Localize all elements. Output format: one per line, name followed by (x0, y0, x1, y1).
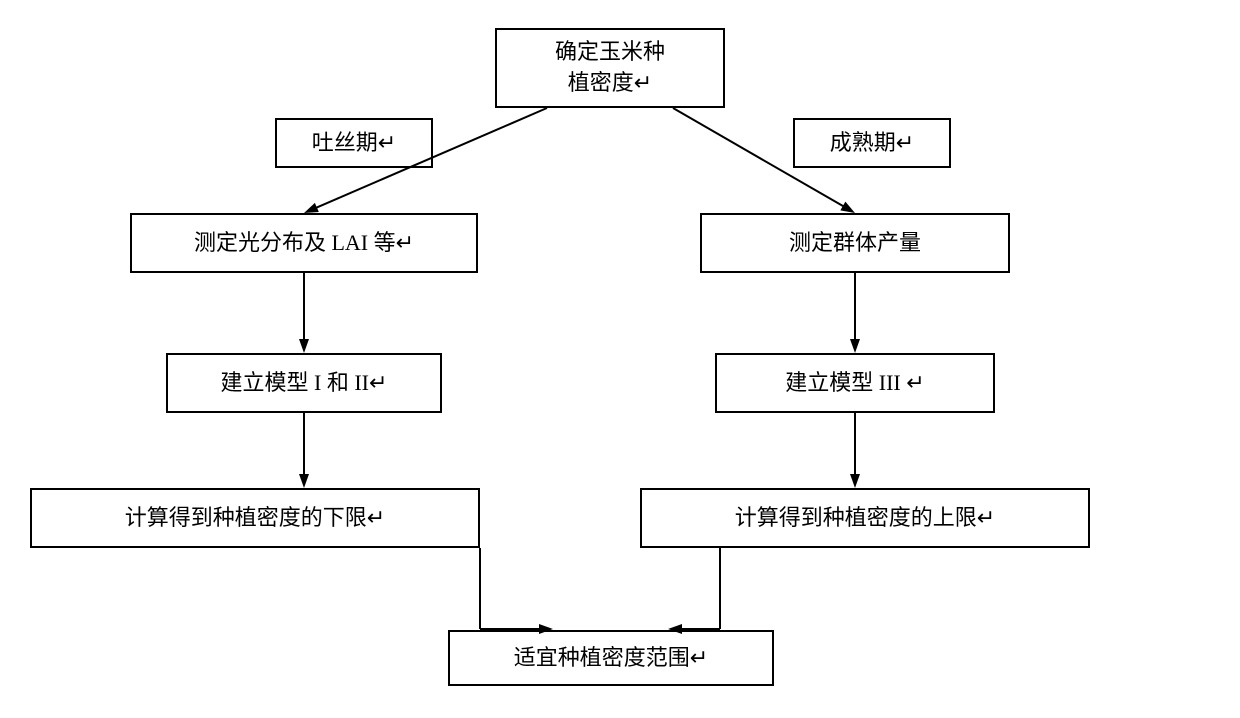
node-result-text: 适宜种植密度范围↵ (514, 643, 708, 674)
node-result: 适宜种植密度范围↵ (448, 630, 774, 686)
flowchart-canvas: 确定玉米种 植密度↵ 吐丝期↵ 成熟期↵ 测定光分布及 LAI 等↵ 测定群体产… (0, 0, 1240, 718)
node-right-measure: 测定群体产量 (700, 213, 1010, 273)
node-right-upperbound-text: 计算得到种植密度的上限↵ (735, 503, 995, 534)
node-right-model-text: 建立模型 III ↵ (785, 368, 924, 399)
node-root: 确定玉米种 植密度↵ (495, 28, 725, 108)
node-left-model: 建立模型 I 和 II↵ (166, 353, 442, 413)
node-mature-stage: 成熟期↵ (793, 118, 951, 168)
node-mature-text: 成熟期↵ (830, 128, 914, 159)
node-root-text: 确定玉米种 植密度↵ (555, 37, 665, 99)
node-left-lowerbound-text: 计算得到种植密度的下限↵ (125, 503, 385, 534)
node-right-model: 建立模型 III ↵ (715, 353, 995, 413)
node-silk-text: 吐丝期↵ (312, 128, 396, 159)
node-left-measure-text: 测定光分布及 LAI 等↵ (194, 228, 414, 259)
node-left-lowerbound: 计算得到种植密度的下限↵ (30, 488, 480, 548)
node-left-measure: 测定光分布及 LAI 等↵ (130, 213, 478, 273)
node-right-measure-text: 测定群体产量 (789, 228, 921, 259)
node-silk-stage: 吐丝期↵ (275, 118, 433, 168)
node-left-model-text: 建立模型 I 和 II↵ (221, 368, 388, 399)
node-right-upperbound: 计算得到种植密度的上限↵ (640, 488, 1090, 548)
